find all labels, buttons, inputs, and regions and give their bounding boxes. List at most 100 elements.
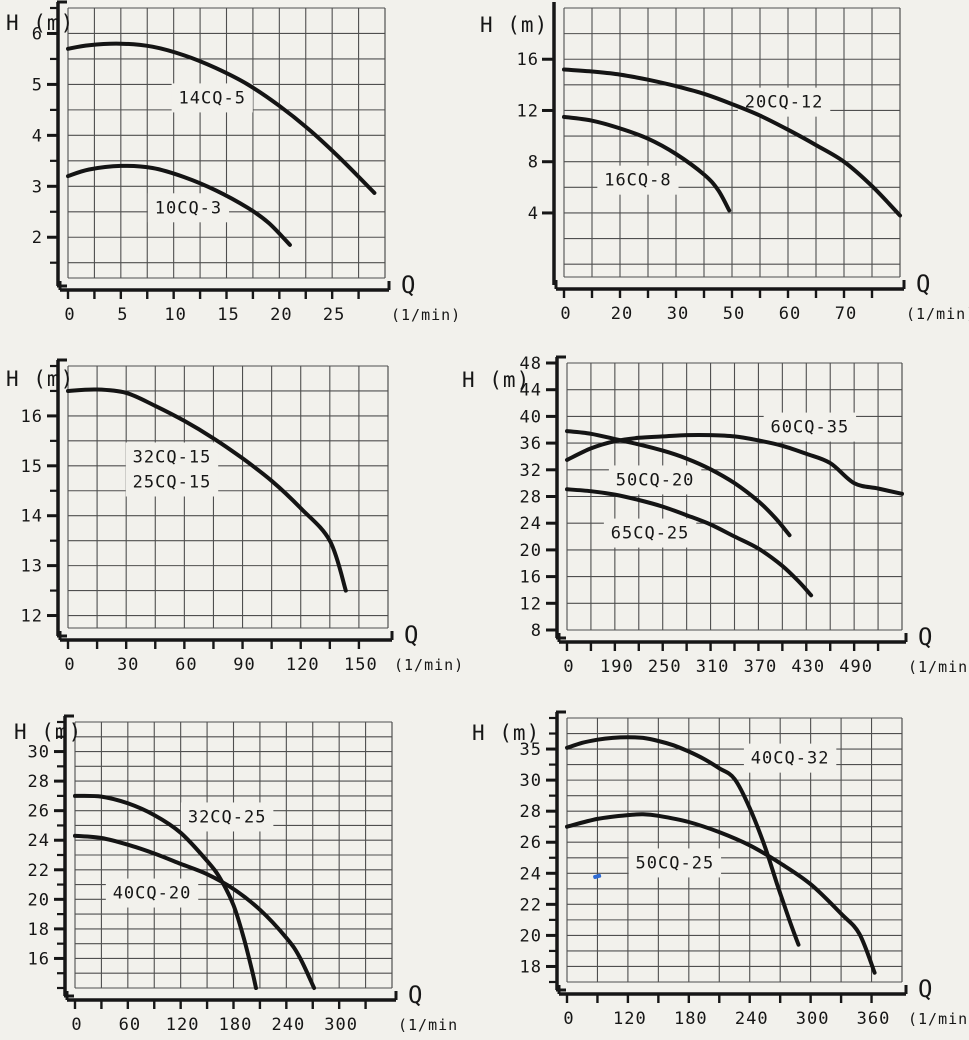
h-axis-label: H (m): [462, 368, 530, 392]
chart-canvas: 30 28 26 24 22 20 18 16 0 60 120 180 240 300 H (m) Q (1/…: [14, 714, 467, 1035]
y-tick-label: 48: [520, 354, 542, 374]
curve-label-box: [171, 83, 253, 113]
grid: [566, 717, 903, 983]
grid: [74, 721, 393, 989]
curve-14CQ-5: [66, 41, 377, 195]
pump-curve-chart-40cq32-50cq25: 35 30 28 26 24 22 20 18 0 120 180 240 300 360 H (m) Q (1…: [460, 700, 969, 1040]
y-tick-label: 36: [520, 434, 542, 454]
x-tick-label: 5: [117, 305, 128, 325]
curve-label: 16CQ-8: [604, 171, 671, 191]
y-tick-label: 6: [32, 24, 43, 44]
chart-canvas: 16 12 8 4 0 20 30 50 60 70 H (m) Q (1/min) 20CQ-12 16C…: [480, 2, 969, 324]
curve-labels: 60CQ-35 50CQ-20 65CQ-25: [603, 412, 857, 548]
pump-curve-chart-14cq5-10cq3: 6 5 4 3 2 0 5 10 15 20 25 H (m) Q (1/min) 14CQ-5 10CQ-3: [0, 0, 460, 336]
y-tick-label: 24: [520, 514, 542, 534]
pump-curve-chart-32cq15-25cq15: 16 15 14 13 12 0 30 60 90 120 150 H (m) Q (1/min) 32CQ…: [0, 348, 463, 682]
x-tick-label: 0: [64, 305, 75, 325]
x-tick-label: 120: [613, 1009, 647, 1029]
y-tick-label: 35: [520, 740, 542, 760]
x-axis: [65, 991, 398, 1009]
y-tick-label: 28: [520, 488, 542, 508]
y-tick-label: 28: [520, 802, 542, 822]
x-axis: [557, 633, 908, 651]
y-tick-label: 4: [32, 126, 43, 146]
y-tick-label: 12: [21, 607, 43, 627]
flow-unit-label: (1/min): [906, 305, 969, 323]
x-tick-label: 0: [560, 304, 571, 324]
y-axis: [546, 355, 566, 640]
h-axis-label: H (m): [472, 721, 540, 745]
y-tick-label: 5: [32, 75, 43, 95]
y-tick-label: 28: [28, 772, 50, 792]
y-tick-label: 40: [520, 407, 542, 427]
curve-50CQ-20: [565, 429, 792, 538]
x-tick-label: 90: [233, 655, 255, 675]
y-axis: [542, 2, 556, 285]
x-tick-label: 300: [324, 1015, 358, 1035]
y-axis: [47, 0, 67, 288]
x-tick-label: 250: [648, 657, 682, 677]
x-axis: [554, 280, 906, 298]
q-axis-label: Q: [408, 981, 422, 1009]
q-axis-label: Q: [918, 623, 932, 651]
y-tick-label: 20: [520, 926, 542, 946]
x-tick-label: 180: [674, 1009, 708, 1029]
grid: [67, 365, 389, 629]
curve-65CQ-25: [565, 487, 814, 598]
x-tick-label: 150: [344, 655, 378, 675]
y-tick-label: 16: [28, 949, 50, 969]
x-tick-label: 30: [667, 304, 689, 324]
pump-curve-chart-60cq35-50cq20-65cq25: 48 44 40 36 32 28 24 20 16 12 8 0 190 250 310 370 430 490…: [450, 345, 969, 684]
curve-label: 65CQ-25: [611, 524, 690, 544]
h-axis-label: H (m): [480, 13, 548, 37]
curve-label: 50CQ-25: [636, 853, 715, 873]
x-tick-label: 60: [175, 655, 197, 675]
x-axis: [58, 631, 394, 649]
q-axis-label: Q: [401, 271, 415, 299]
x-tick-label: 0: [563, 1009, 574, 1029]
x-tick-label: 20: [270, 305, 292, 325]
y-tick-label: 15: [21, 457, 43, 477]
h-axis-label: H (m): [6, 11, 74, 35]
curve-label: 50CQ-20: [616, 470, 695, 490]
x-tick-label: 240: [271, 1015, 305, 1035]
x-tick-label: 300: [796, 1009, 830, 1029]
curve-label: 40CQ-20: [113, 884, 192, 904]
curve-label-box: [743, 743, 837, 773]
curve-label: 32CQ-15: [133, 447, 212, 467]
curve-label: 25CQ-15: [133, 472, 212, 492]
curve-10CQ-3: [66, 163, 292, 247]
y-tick-label: 44: [520, 381, 542, 401]
flow-unit-label: (1/min): [391, 306, 460, 324]
x-tick-label: 490: [839, 657, 873, 677]
curve-32CQ-25: [73, 793, 258, 990]
flow-unit-label: (1/min): [908, 1010, 969, 1028]
y-axis: [546, 710, 566, 992]
y-tick-label: 22: [28, 861, 50, 881]
y-tick-label: 24: [520, 864, 542, 884]
q-axis-label: Q: [918, 975, 932, 1003]
y-tick-label: 26: [28, 802, 50, 822]
curve-label-box: [125, 442, 219, 497]
pump-curve-chart-32cq25-40cq20: 30 28 26 24 22 20 18 16 0 60 120 180 240 300 H (m) Q (1/…: [0, 705, 467, 1040]
curve-labels: 32CQ-25 40CQ-20: [105, 802, 274, 908]
grid: [67, 7, 386, 279]
y-tick-label: 22: [520, 895, 542, 915]
curve-32CQ-15-25CQ-15: [66, 387, 348, 593]
x-tick-label: 0: [64, 655, 75, 675]
y-tick-label: 24: [28, 831, 50, 851]
blue-mark: [593, 873, 602, 880]
x-tick-label: 120: [286, 655, 320, 675]
y-tick-label: 32: [520, 461, 542, 481]
curve-20CQ-12: [562, 67, 902, 218]
flow-unit-label: (1/min): [908, 658, 969, 676]
y-tick-label: 18: [28, 920, 50, 940]
x-tick-label: 30: [117, 655, 139, 675]
y-tick-label: 16: [517, 50, 539, 70]
curve-label-box: [608, 465, 702, 495]
curve-label-box: [603, 518, 697, 548]
curve-labels: 20CQ-12 16CQ-8: [597, 87, 831, 195]
curve-labels: 40CQ-32 50CQ-25: [628, 743, 837, 878]
